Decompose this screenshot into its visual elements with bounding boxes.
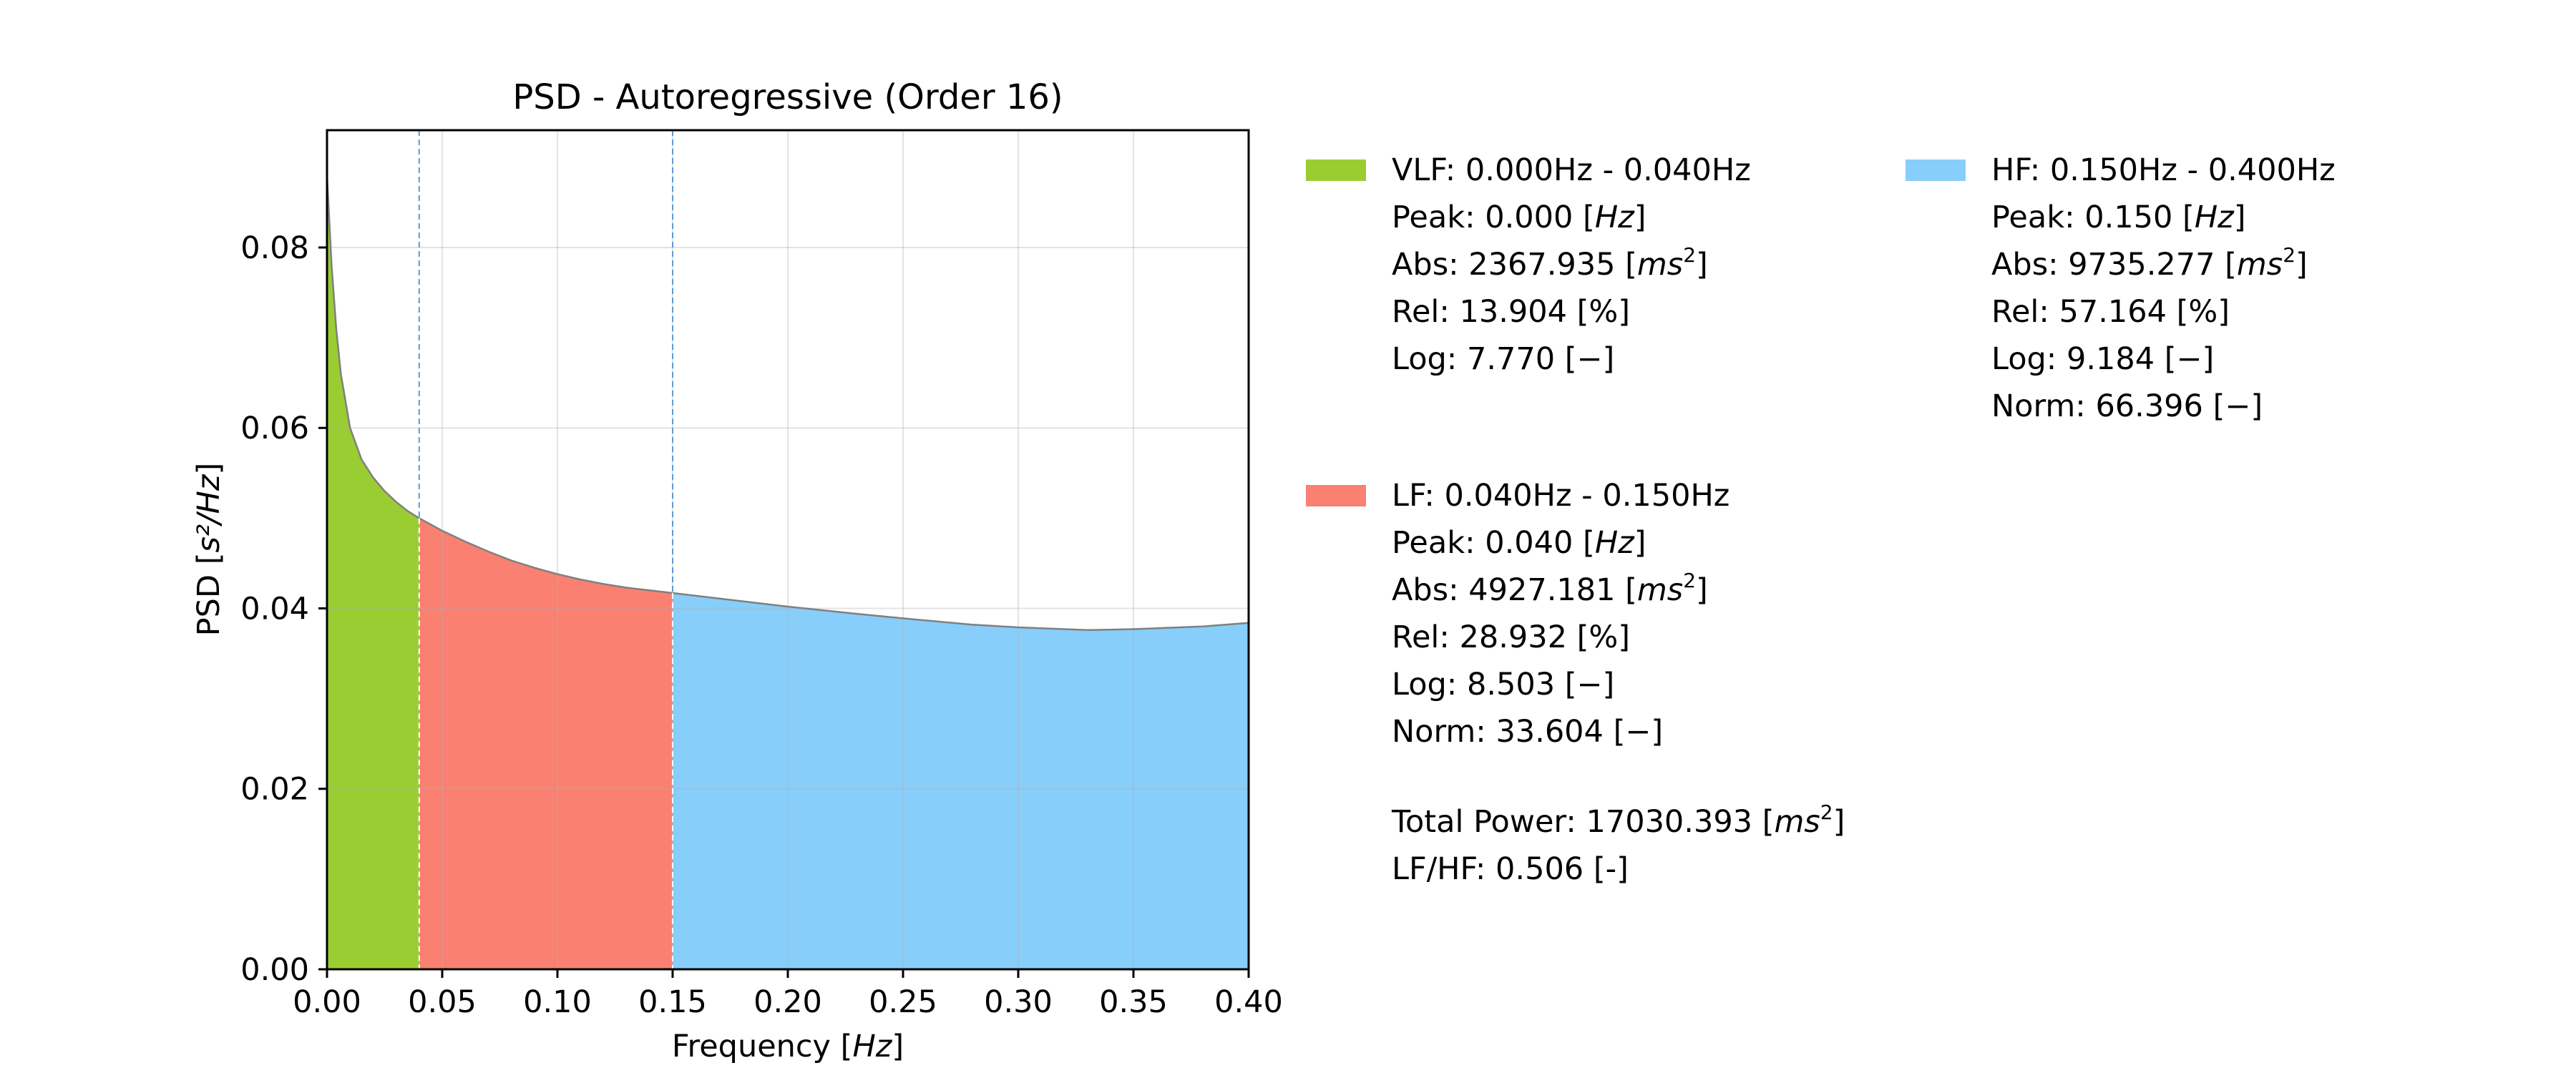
band-area-vlf (327, 175, 419, 970)
x-axis-label-unit: Hz (852, 1029, 892, 1064)
x-axis-label-text: Frequency (672, 1029, 831, 1064)
y-tick-label: 0.04 (240, 591, 309, 627)
y-axis-label-unit: s²/Hz (191, 474, 227, 552)
legend-lf-header: LF: 0.040Hz - 0.150Hz (1306, 472, 1845, 519)
x-axis-ticks: 0.00 0.05 0.10 0.15 0.20 0.25 0.30 0.35 0.40 (293, 969, 1283, 1020)
legend-hf-rel: Rel: 57.164 [%] (1991, 294, 2230, 330)
psd-curve (326, 175, 1249, 632)
y-tick-label: 0.00 (240, 952, 309, 988)
y-axis-ticks: 0.00 0.02 0.04 0.06 0.08 (240, 230, 327, 988)
legend-hf-abs: Abs: 9735.277 [ms2] (1991, 243, 2308, 283)
legend-lf-peak: Peak: 0.040 [Hz] (1392, 525, 1646, 561)
y-tick-label: 0.06 (240, 411, 309, 446)
band-area-hf (673, 593, 1249, 969)
band-areas (327, 175, 1249, 970)
legend-hf-header: HF: 0.150Hz - 0.400Hz (1906, 147, 2336, 194)
legend-vlf-swatch (1306, 160, 1366, 181)
x-axis-label: Frequency [Hz] (672, 1029, 904, 1064)
legend-lf-hf-ratio: LF/HF: 0.506 [-] (1392, 851, 1629, 887)
legend-vlf-header: VLF: 0.000Hz - 0.040Hz (1306, 147, 1751, 194)
legend-lf-swatch (1306, 485, 1366, 506)
legend-lf: LF: 0.040Hz - 0.150Hz Peak: 0.040 [Hz] A… (1306, 472, 1845, 893)
legend-lf-log: Log: 8.503 [−] (1392, 667, 1615, 702)
legend-lf-norm: Norm: 33.604 [−] (1392, 714, 1664, 750)
legend-hf: HF: 0.150Hz - 0.400Hz Peak: 0.150 [Hz] A… (1906, 147, 2336, 430)
x-tick-label: 0.35 (1099, 984, 1168, 1020)
x-tick-label: 0.25 (869, 984, 937, 1020)
y-axis-label: PSD [s²/Hz] (191, 463, 227, 637)
legend-hf-peak: Peak: 0.150 [Hz] (1991, 200, 2246, 235)
legend-vlf-log: Log: 7.770 [−] (1392, 341, 1615, 377)
legend-hf-norm: Norm: 66.396 [−] (1991, 388, 2263, 424)
band-area-lf (419, 518, 673, 969)
y-tick-label: 0.08 (240, 230, 309, 266)
x-tick-label: 0.20 (753, 984, 822, 1020)
x-tick-label: 0.30 (984, 984, 1053, 1020)
x-tick-label: 0.40 (1214, 984, 1283, 1020)
legend-lf-abs: Abs: 4927.181 [ms2] (1392, 569, 1708, 609)
legend-vlf-abs: Abs: 2367.935 [ms2] (1392, 243, 1708, 283)
legend-vlf-rel: Rel: 13.904 [%] (1392, 294, 1631, 330)
x-tick-label: 0.05 (408, 984, 477, 1020)
x-tick-label: 0.15 (638, 984, 707, 1020)
legend-vlf: VLF: 0.000Hz - 0.040Hz Peak: 0.000 [Hz] … (1306, 147, 1751, 383)
legend-total-power: Total Power: 17030.393 [ms2] (1392, 800, 1845, 841)
legend-vlf-title: VLF: 0.000Hz - 0.040Hz (1392, 152, 1751, 188)
y-tick-label: 0.02 (240, 772, 309, 808)
legend-vlf-peak: Peak: 0.000 [Hz] (1392, 200, 1646, 235)
legend-hf-title: HF: 0.150Hz - 0.400Hz (1991, 152, 2336, 188)
legend-hf-swatch (1906, 160, 1966, 181)
legend-lf-title: LF: 0.040Hz - 0.150Hz (1392, 478, 1730, 514)
x-tick-label: 0.10 (523, 984, 592, 1020)
legend-lf-rel: Rel: 28.932 [%] (1392, 619, 1631, 655)
legend-hf-log: Log: 9.184 [−] (1991, 341, 2215, 377)
y-axis-label-text: PSD (191, 574, 227, 636)
band-boundary-lines (418, 130, 673, 969)
x-tick-label: 0.00 (293, 984, 361, 1020)
psd-curve-layer (326, 175, 1249, 632)
chart-title: PSD - Autoregressive (Order 16) (512, 77, 1063, 117)
